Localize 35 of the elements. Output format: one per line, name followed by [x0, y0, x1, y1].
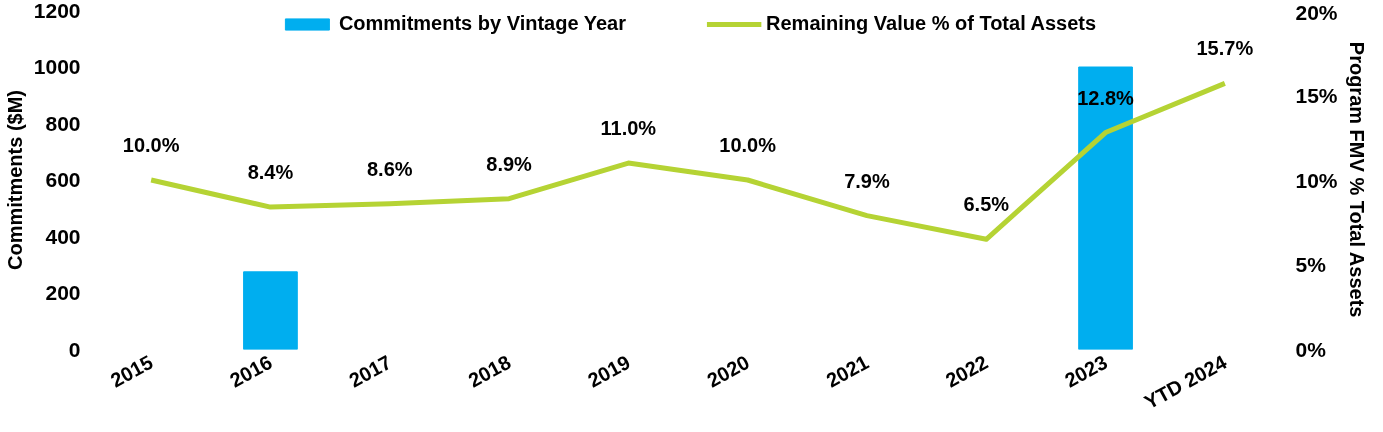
x-tick-label: 2020	[703, 350, 753, 392]
y-tick-label: 400	[45, 224, 81, 248]
data-label: 8.4%	[247, 161, 294, 184]
data-label: 6.5%	[963, 193, 1010, 216]
y-tick-label: 600	[45, 168, 81, 191]
y2-tick-label: 5%	[1295, 253, 1327, 277]
y-tick-label: 0	[68, 337, 81, 361]
x-tick-label: 2018	[464, 350, 515, 392]
y-tick-label: 800	[45, 111, 81, 135]
x-tick-label: 2023	[1061, 350, 1111, 392]
data-label: 15.7%	[1196, 37, 1254, 60]
data-label: 10.0%	[122, 134, 180, 156]
x-tick-label: YTD 2024	[1140, 350, 1231, 414]
data-label: 10.0%	[719, 134, 777, 156]
y2-tick-label: 10%	[1295, 168, 1338, 192]
data-label: 11.0%	[600, 117, 657, 140]
data-label: 7.9%	[844, 169, 890, 192]
x-tick-label: 2016	[226, 350, 276, 392]
y2-tick-label: 0%	[1295, 338, 1327, 361]
y2-axis-title: Program FMV % Total Assets	[1345, 41, 1368, 318]
y-axis-title: Commitments ($M)	[3, 89, 26, 270]
data-label: 8.9%	[486, 152, 533, 175]
y-tick-label: 1000	[33, 55, 81, 78]
y2-tick-label: 20%	[1295, 0, 1338, 24]
y-tick-label: 200	[45, 281, 81, 304]
data-label: 8.6%	[366, 157, 413, 180]
x-tick-label: 2019	[584, 350, 634, 392]
x-tick-label: 2022	[941, 350, 992, 392]
x-tick-label: 2021	[822, 350, 873, 392]
x-tick-label: 2015	[106, 350, 157, 392]
y2-tick-label: 15%	[1295, 83, 1338, 107]
y-tick-label: 1200	[33, 0, 81, 22]
x-tick-label: 2017	[345, 350, 396, 392]
legend-label: Commitments by Vintage Year	[338, 12, 627, 35]
legend-label: Remaining Value % of Total Assets	[766, 12, 1097, 35]
